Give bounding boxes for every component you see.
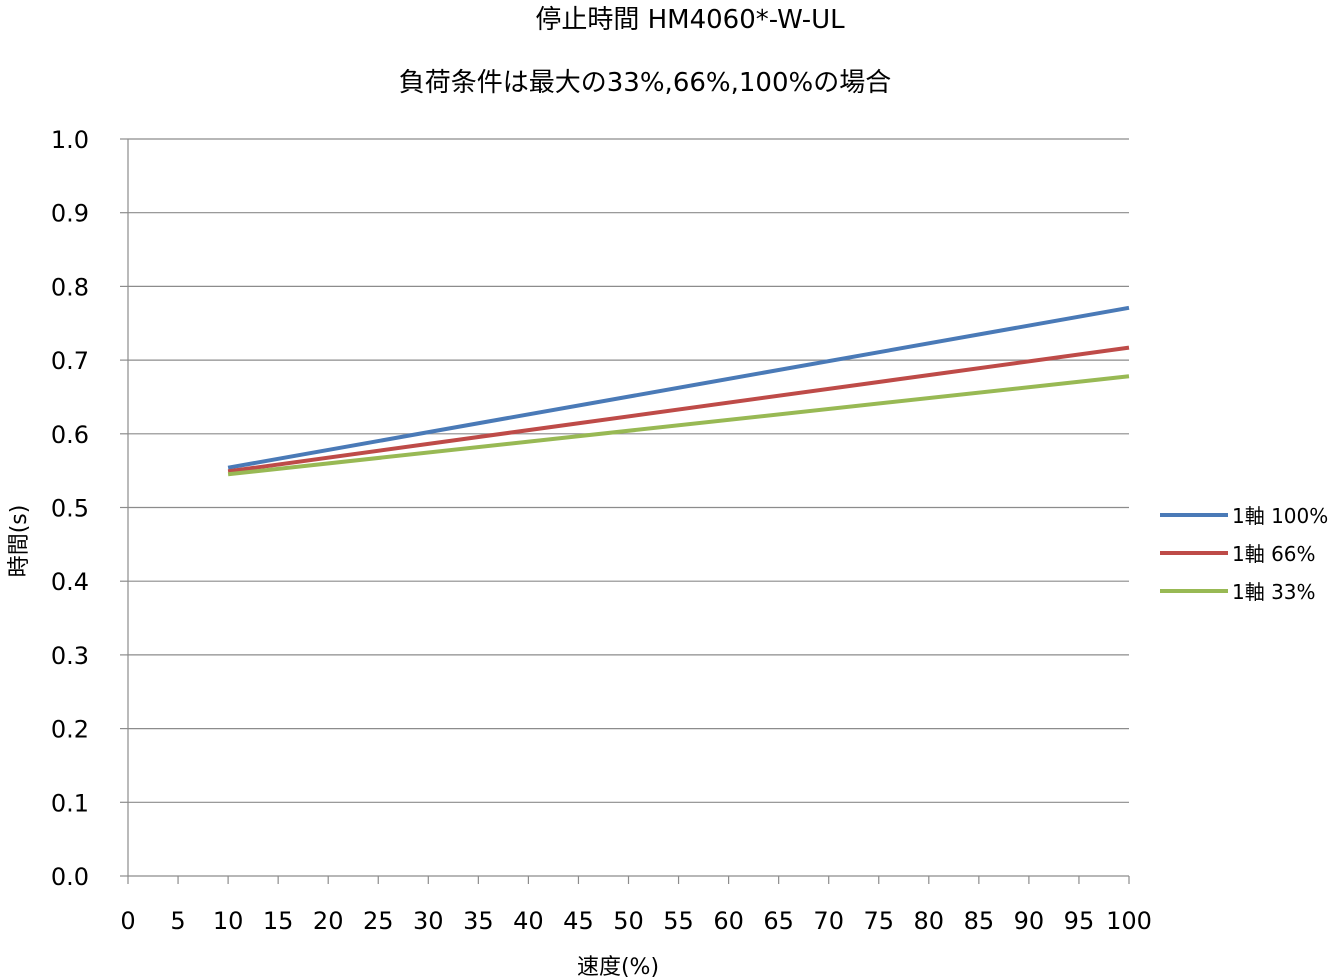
y-tick-label: 0.2	[51, 716, 89, 744]
legend: 1軸 100% 1軸 66% 1軸 33%	[1160, 504, 1328, 604]
x-tick-label: 30	[413, 907, 444, 935]
x-tick-label: 55	[663, 907, 694, 935]
series-line-3	[227, 374, 1130, 477]
y-tick-label: 0.8	[51, 273, 89, 301]
x-tick-label: 0	[120, 907, 135, 935]
y-tick-label: 0.0	[51, 863, 89, 891]
legend-label-2: 1軸 66%	[1232, 542, 1316, 566]
x-tick-label: 75	[863, 907, 894, 935]
x-tick-label: 35	[463, 907, 494, 935]
x-tick-label: 65	[763, 907, 794, 935]
y-tick-label: 0.6	[51, 421, 89, 449]
x-tick-label: 85	[964, 907, 995, 935]
y-axis-label: 時間(s)	[7, 505, 32, 578]
chart-subtitle: 負荷条件は最大の33%,66%,100%の場合	[399, 68, 891, 98]
y-tick-label: 1.0	[51, 126, 89, 154]
y-tick-label: 0.3	[51, 642, 89, 670]
legend-label-1: 1軸 100%	[1232, 504, 1328, 528]
x-tick-label: 20	[313, 907, 344, 935]
x-tick-label: 45	[563, 907, 594, 935]
x-tick-label: 40	[513, 907, 544, 935]
y-tick-label: 0.5	[51, 495, 89, 523]
x-tick-label: 90	[1014, 907, 1045, 935]
y-tick-label: 0.1	[51, 789, 89, 817]
grid-lines	[128, 138, 1129, 803]
chart-title: 停止時間 HM4060*-W-UL	[535, 5, 845, 35]
series-line-2	[227, 345, 1130, 474]
series-line-1	[227, 305, 1130, 470]
x-axis-label: 速度(%)	[577, 955, 659, 980]
axes	[120, 138, 1130, 884]
x-tick-label: 5	[170, 907, 185, 935]
data-series	[227, 305, 1130, 477]
x-tick-label: 50	[613, 907, 644, 935]
x-tick-label: 100	[1106, 907, 1152, 935]
x-tick-label: 25	[363, 907, 394, 935]
x-tick-label: 80	[914, 907, 945, 935]
x-tick-label: 60	[713, 907, 744, 935]
legend-label-3: 1軸 33%	[1232, 580, 1316, 604]
y-tick-label: 0.9	[51, 200, 89, 228]
x-tick-label: 15	[263, 907, 294, 935]
x-tick-label: 95	[1064, 907, 1095, 935]
y-tick-label: 0.4	[51, 568, 89, 596]
x-tick-label: 70	[813, 907, 844, 935]
tick-labels: 0.0 0.1 0.2 0.3 0.4 0.5 0.6 0.7 0.8 0.9 1.0 0 5 10 15 2…	[51, 126, 1152, 935]
x-tick-label: 10	[213, 907, 244, 935]
y-tick-label: 0.7	[51, 347, 89, 375]
